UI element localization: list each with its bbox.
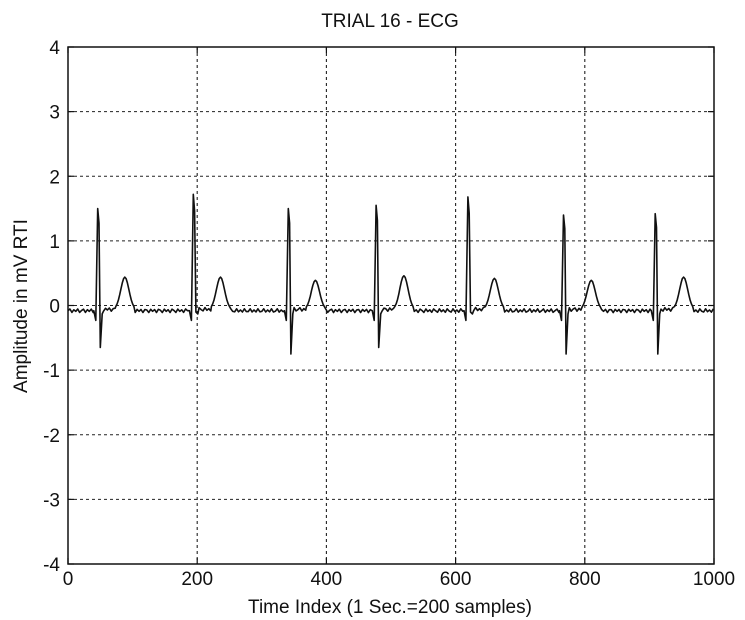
y-tick-label: 2	[49, 167, 60, 188]
y-tick-label: 1	[49, 232, 60, 253]
x-tick-label: 400	[311, 569, 343, 590]
y-tick-label: -1	[43, 361, 60, 382]
y-tick-label: -2	[43, 426, 60, 447]
x-tick-label: 1000	[693, 569, 735, 590]
x-tick-label: 200	[181, 569, 213, 590]
chart-title: TRIAL 16 - ECG	[321, 11, 459, 32]
y-tick-label: -4	[43, 555, 60, 576]
y-axis-label: Amplitude in mV RTI	[11, 219, 32, 393]
x-tick-label: 600	[440, 569, 472, 590]
ecg-series-line	[68, 194, 713, 354]
y-tick-label: -3	[43, 490, 60, 511]
x-axis-ticks: 0 200 400 600 800 1000	[63, 47, 735, 590]
x-axis-label: Time Index (1 Sec.=200 samples)	[248, 597, 532, 618]
y-tick-label: 3	[49, 103, 60, 124]
grid-lines	[68, 47, 714, 564]
y-tick-label: 0	[49, 297, 60, 318]
x-tick-label: 800	[569, 569, 601, 590]
y-tick-label: 4	[49, 38, 60, 59]
x-tick-label: 0	[63, 569, 74, 590]
